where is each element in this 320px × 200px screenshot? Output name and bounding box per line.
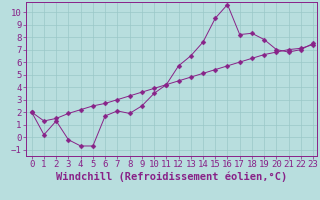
X-axis label: Windchill (Refroidissement éolien,°C): Windchill (Refroidissement éolien,°C) [56,172,287,182]
